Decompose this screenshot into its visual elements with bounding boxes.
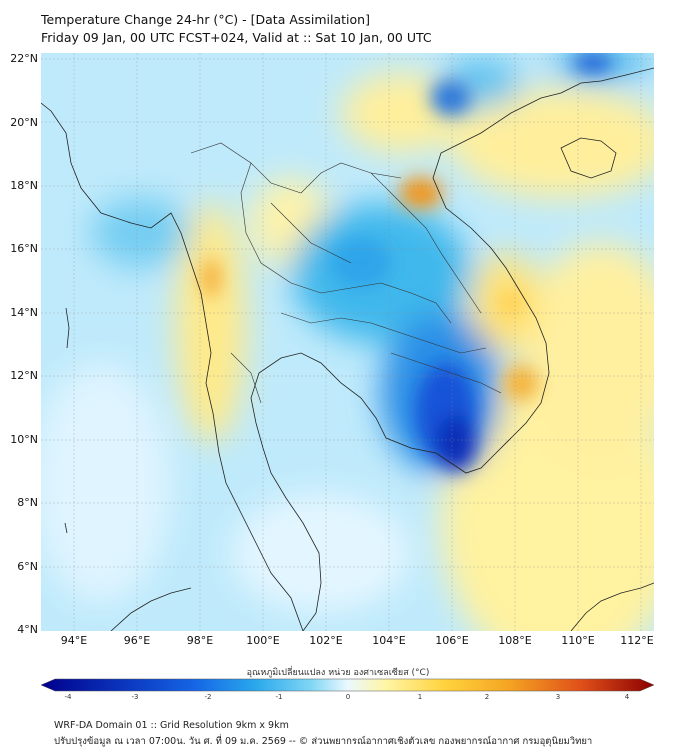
lon-label: 98°E bbox=[186, 634, 214, 647]
map-title: Temperature Change 24-hr (°C) - [Data As… bbox=[41, 12, 370, 27]
colorbar-tick: 2 bbox=[484, 693, 490, 701]
lon-label: 94°E bbox=[60, 634, 88, 647]
colorbar-tick: -1 bbox=[275, 693, 283, 701]
colorbar-tick: -4 bbox=[64, 693, 72, 701]
lon-label: 108°E bbox=[498, 634, 532, 647]
temperature-change-map bbox=[41, 53, 654, 631]
map-subtitle: Friday 09 Jan, 00 UTC FCST+024, Valid at… bbox=[41, 30, 432, 45]
lat-label: 16°N bbox=[10, 242, 38, 255]
colorbar-tick: -2 bbox=[204, 693, 212, 701]
colorbar-tick: 3 bbox=[555, 693, 561, 701]
footer-model-info: WRF-DA Domain 01 :: Grid Resolution 9km … bbox=[54, 720, 289, 731]
lon-label: 102°E bbox=[309, 634, 343, 647]
borders bbox=[190, 142, 502, 404]
lon-label: 96°E bbox=[123, 634, 151, 647]
lon-label: 100°E bbox=[246, 634, 280, 647]
graticule bbox=[41, 53, 654, 631]
lat-label: 6°N bbox=[17, 560, 38, 573]
colorbar-tick: -3 bbox=[131, 693, 139, 701]
lon-label: 110°E bbox=[561, 634, 595, 647]
lat-label: 22°N bbox=[10, 52, 38, 65]
lon-label: 104°E bbox=[372, 634, 406, 647]
coastlines bbox=[41, 67, 654, 631]
colorbar-tick: 0 bbox=[345, 693, 351, 701]
colorbar-title: อุณหภูมิเปลี่ยนแปลง หน่วย องศาเซลเซียส (… bbox=[246, 668, 430, 678]
field-cores bbox=[201, 53, 613, 471]
colorbar-tick: 4 bbox=[624, 693, 630, 701]
colorbar-tick: 1 bbox=[417, 693, 423, 701]
lat-label: 12°N bbox=[10, 369, 38, 382]
lat-label: 14°N bbox=[10, 306, 38, 319]
lat-label: 10°N bbox=[10, 433, 38, 446]
lon-label: 112°E bbox=[620, 634, 654, 647]
lat-label: 18°N bbox=[10, 179, 38, 192]
lat-label: 8°N bbox=[17, 496, 38, 509]
footer-credits: ปรับปรุงข้อมูล ณ เวลา 07:00น. วัน ศ. ที่… bbox=[54, 736, 593, 747]
field-blobs bbox=[41, 53, 654, 631]
lon-label: 106°E bbox=[435, 634, 469, 647]
lat-label: 4°N bbox=[17, 623, 38, 636]
lat-label: 20°N bbox=[10, 116, 38, 129]
